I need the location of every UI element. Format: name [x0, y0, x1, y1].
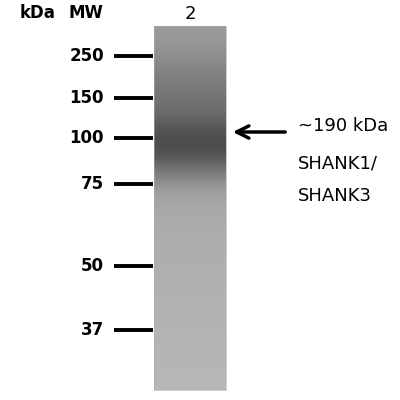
- Text: kDa: kDa: [20, 4, 56, 22]
- Text: 2: 2: [184, 5, 196, 23]
- Text: 50: 50: [81, 257, 104, 275]
- Text: 100: 100: [70, 129, 104, 147]
- Text: SHANK1/: SHANK1/: [298, 155, 378, 173]
- Text: 250: 250: [69, 47, 104, 65]
- Text: ~190 kDa: ~190 kDa: [298, 117, 388, 135]
- Bar: [154, 26, 226, 390]
- Text: 37: 37: [81, 321, 104, 339]
- Text: SHANK3: SHANK3: [298, 187, 372, 205]
- Text: 75: 75: [81, 175, 104, 193]
- Text: 150: 150: [70, 89, 104, 107]
- Text: MW: MW: [68, 4, 104, 22]
